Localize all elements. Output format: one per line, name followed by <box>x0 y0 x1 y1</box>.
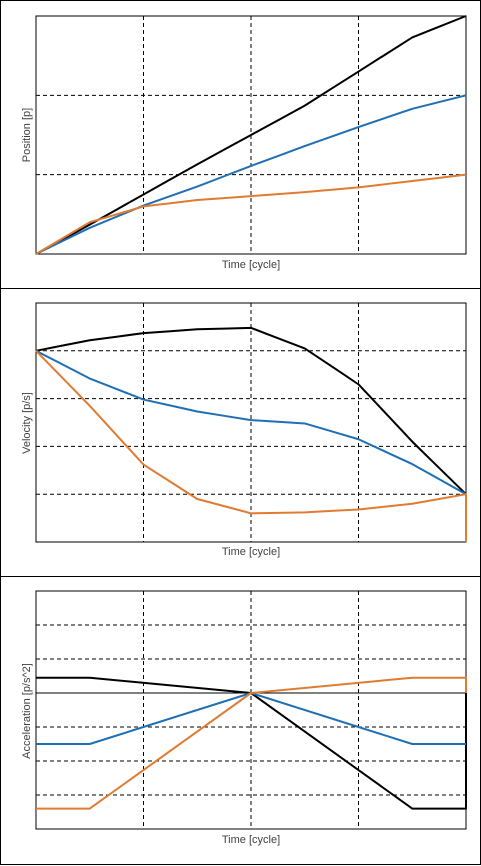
series-line-blue <box>35 349 467 496</box>
series-line-orange <box>36 676 467 810</box>
acceleration-x-label: Time [cycle] <box>221 834 281 846</box>
series-line-black <box>36 676 467 810</box>
series-line-orange <box>35 350 467 542</box>
velocity-y-label: Velocity [p/s] <box>21 392 33 454</box>
series-line-blue <box>35 94 467 255</box>
velocity-x-label: Time [cycle] <box>221 546 281 558</box>
position-y-label: Position [p] <box>21 107 33 163</box>
velocity-chart <box>35 302 467 543</box>
plot-area <box>35 15 467 255</box>
acceleration-y-label: Acceleration [p/s^2] <box>21 663 33 759</box>
plot-area <box>35 302 467 543</box>
position-x-label: Time [cycle] <box>221 259 281 271</box>
acceleration-panel: Acceleration [p/s^2] Time [cycle] <box>0 576 481 865</box>
velocity-panel: Velocity [p/s] Time [cycle] <box>0 288 481 577</box>
series-line-orange <box>35 173 467 255</box>
acceleration-chart <box>35 590 467 830</box>
position-chart <box>35 15 467 255</box>
series-line-black <box>35 326 467 495</box>
position-panel: Position [p] Time [cycle] <box>0 0 481 289</box>
series-line-black <box>35 15 467 255</box>
